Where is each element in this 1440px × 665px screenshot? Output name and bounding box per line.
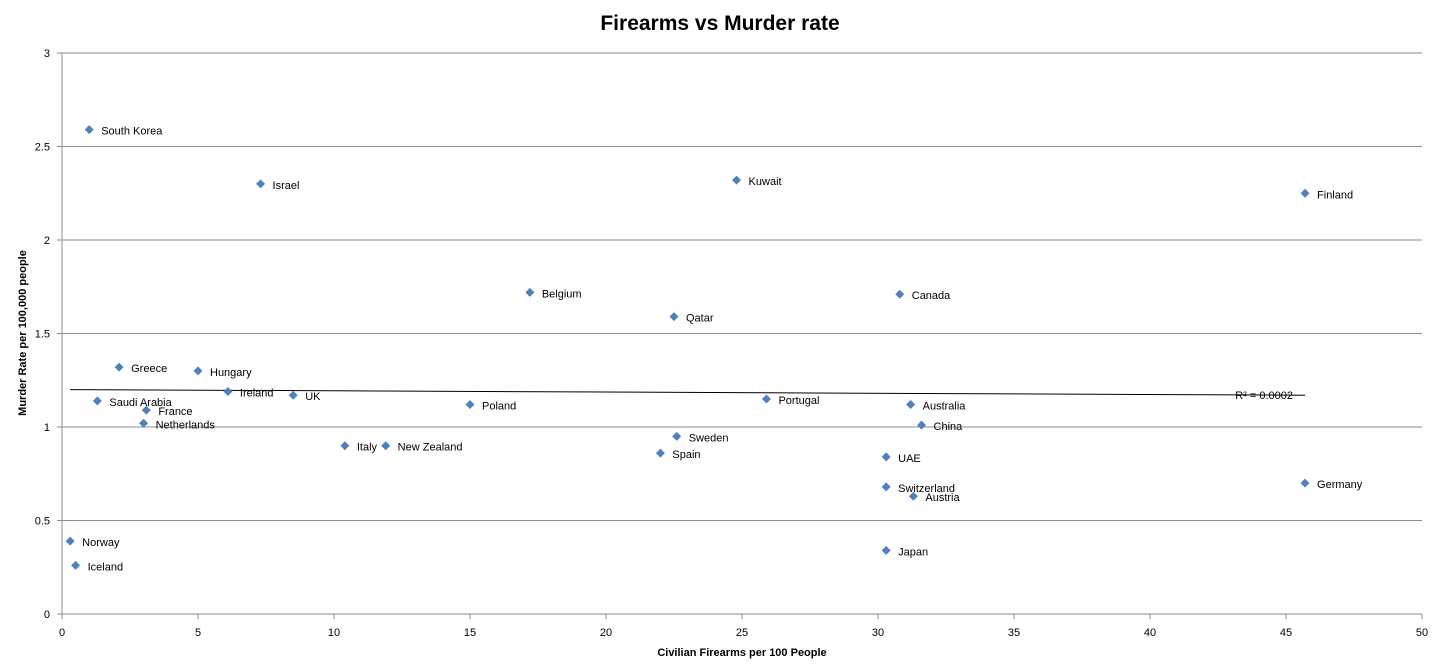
x-tick-label-2: 10 [328,627,340,639]
trendline: R² = 0.0002 [70,389,1306,402]
data-point-16 [906,400,916,410]
data-point-8 [193,366,203,376]
data-label-8: Hungary [210,367,252,379]
x-tick-label-10: 50 [1416,627,1428,639]
data-label-24: Austria [925,492,960,504]
x-tick-label-4: 20 [600,627,612,639]
data-label-28: Iceland [88,561,123,573]
data-point-13 [139,418,149,428]
x-tick-label-7: 35 [1008,627,1020,639]
data-label-11: Saudi Arabia [109,397,172,409]
data-label-6: Qatar [686,313,714,325]
data-label-1: Israel [273,180,300,192]
data-label-20: Sweden [689,432,729,444]
gridlines [62,52,1422,521]
data-point-1 [256,179,266,189]
data-point-9 [223,386,233,396]
y-tick-label-1: 0.5 [35,516,50,528]
data-label-17: China [934,421,964,433]
x-tick-label-3: 15 [464,627,476,639]
x-axis-title: Civilian Firearms per 100 People [657,647,826,659]
data-label-18: Italy [357,442,378,454]
x-tick-label-5: 25 [736,627,748,639]
y-tick-label-5: 2.5 [35,142,50,154]
data-label-12: France [158,406,192,418]
data-point-12 [141,405,151,415]
data-point-20 [672,431,682,441]
data-label-2: Kuwait [749,176,782,188]
chart-title: Firearms vs Murder rate [600,12,839,35]
data-point-11 [92,396,102,406]
data-point-19 [381,441,391,451]
data-label-25: Germany [1317,479,1363,491]
y-tick-label-6: 3 [44,48,50,60]
data-label-15: Portugal [778,395,819,407]
data-point-6 [669,312,679,322]
x-tick-label-1: 5 [195,627,201,639]
y-tick-labels: 0 0.5 1 1.5 2 2.5 3 [35,48,50,621]
data-point-26 [881,545,891,555]
axes [57,52,1423,619]
y-axis-title: Murder Rate per 100,000 people [17,250,29,416]
y-tick-label-3: 1.5 [35,329,50,341]
x-tick-label-0: 0 [59,627,65,639]
data-point-18 [340,441,350,451]
data-label-21: Spain [672,449,700,461]
data-label-26: Japan [898,546,928,558]
data-point-14 [465,400,475,410]
data-label-16: Australia [923,401,967,413]
data-point-17 [917,420,927,430]
y-tick-label-2: 1 [44,422,50,434]
data-point-10 [288,390,298,400]
data-point-7 [114,362,124,372]
data-point-23 [881,482,891,492]
y-tick-label-0: 0 [44,609,50,621]
x-tick-label-6: 30 [872,627,884,639]
trendline-r-squared: R² = 0.0002 [1235,390,1293,402]
data-point-2 [732,175,742,185]
trendline-line [70,389,1306,396]
data-label-19: New Zealand [398,442,463,454]
data-point-28 [71,560,81,570]
data-point-22 [881,452,891,462]
data-label-14: Poland [482,401,516,413]
data-label-9: Ireland [240,387,274,399]
data-point-4 [525,287,535,297]
data-point-5 [895,289,905,299]
data-point-3 [1300,188,1310,198]
data-point-21 [655,448,665,458]
data-label-5: Canada [912,290,951,302]
data-point-27 [65,536,75,546]
data-label-27: Norway [82,537,120,549]
data-label-22: UAE [898,453,921,465]
data-point-0 [84,125,94,135]
x-tick-label-9: 45 [1280,627,1292,639]
data-point-15 [761,394,771,404]
data-label-23: Switzerland [898,483,955,495]
data-label-10: UK [305,391,321,403]
data-point-25 [1300,478,1310,488]
data-label-0: South Korea [101,126,163,138]
data-point-24 [908,491,918,501]
data-label-4: Belgium [542,288,582,300]
data-label-7: Greece [131,363,167,375]
y-tick-label-4: 2 [44,235,50,247]
point-labels: South Korea Israel Kuwait Finland Belgium Can… [82,126,1363,574]
x-tick-label-8: 40 [1144,627,1156,639]
data-points [65,125,1310,570]
x-tick-labels: 0 5 10 15 20 25 30 35 40 45 50 [59,627,1428,639]
data-label-13: Netherlands [156,419,216,431]
data-label-3: Finland [1317,189,1353,201]
